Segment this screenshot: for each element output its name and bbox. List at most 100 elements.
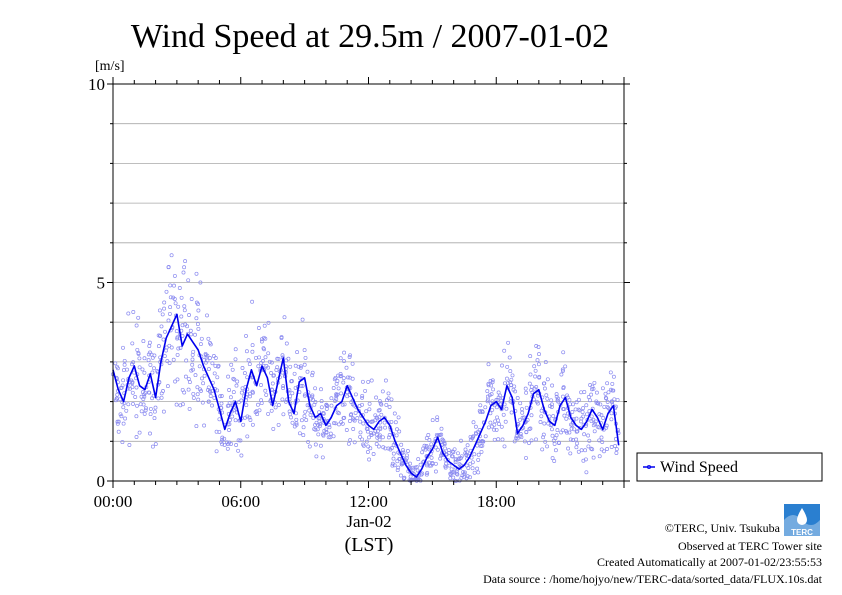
data-point xyxy=(556,396,560,401)
data-point xyxy=(250,389,255,394)
data-point xyxy=(215,375,220,380)
data-point xyxy=(537,352,541,357)
data-point xyxy=(271,373,276,378)
data-point xyxy=(213,356,218,360)
data-point xyxy=(429,455,434,460)
data-point xyxy=(365,427,370,432)
data-point xyxy=(160,312,165,317)
data-point xyxy=(276,403,281,407)
series-line-wind-speed xyxy=(112,313,620,478)
data-point xyxy=(384,402,389,407)
data-point xyxy=(172,273,177,278)
data-point xyxy=(581,414,586,419)
data-point xyxy=(606,405,611,410)
data-point xyxy=(121,405,126,410)
data-point xyxy=(152,416,157,421)
data-point xyxy=(314,454,319,459)
data-point xyxy=(480,443,485,448)
data-point xyxy=(424,472,429,477)
data-point xyxy=(502,381,507,386)
data-point xyxy=(273,405,278,410)
data-point xyxy=(276,422,281,427)
data-point xyxy=(500,437,505,442)
data-point xyxy=(342,402,347,407)
data-point xyxy=(130,341,135,346)
data-point xyxy=(427,463,432,468)
data-point xyxy=(529,438,534,443)
data-point xyxy=(261,359,265,363)
data-point xyxy=(579,390,584,395)
data-point xyxy=(302,393,307,398)
data-point xyxy=(336,386,341,391)
data-point xyxy=(496,418,501,423)
data-point xyxy=(602,404,607,409)
data-point xyxy=(247,362,252,367)
data-point xyxy=(506,380,510,385)
data-point xyxy=(140,390,145,395)
data-point xyxy=(324,406,329,411)
data-point xyxy=(341,376,346,381)
data-point xyxy=(228,395,233,400)
data-point xyxy=(240,386,245,391)
data-point xyxy=(425,471,430,475)
data-point xyxy=(210,361,215,366)
data-point xyxy=(286,356,291,361)
data-point xyxy=(542,421,547,426)
data-point xyxy=(307,408,312,413)
data-point xyxy=(550,456,555,461)
data-point xyxy=(124,408,129,413)
data-point xyxy=(121,378,126,383)
data-point xyxy=(382,420,387,425)
data-point xyxy=(407,478,412,483)
data-point xyxy=(259,401,264,406)
data-point xyxy=(146,352,151,357)
data-point xyxy=(605,447,610,451)
data-point xyxy=(194,271,199,276)
data-point xyxy=(263,336,268,341)
data-point xyxy=(508,369,513,374)
data-point xyxy=(488,420,493,425)
credit-observed: Observed at TERC Tower site xyxy=(678,539,822,553)
data-point xyxy=(208,394,213,398)
data-point xyxy=(122,358,127,363)
data-point xyxy=(366,379,371,384)
data-point xyxy=(327,425,332,430)
data-point xyxy=(201,381,206,386)
data-point xyxy=(162,300,167,305)
data-point xyxy=(552,441,557,446)
data-point xyxy=(388,447,393,452)
data-point xyxy=(453,460,458,465)
data-point xyxy=(126,311,131,316)
data-point xyxy=(342,359,346,364)
data-point xyxy=(253,355,258,360)
data-point xyxy=(574,400,579,405)
data-point xyxy=(206,388,210,392)
data-point xyxy=(358,434,363,439)
data-point xyxy=(302,414,307,419)
data-point xyxy=(347,419,352,423)
data-point xyxy=(329,396,334,401)
data-point xyxy=(180,323,185,328)
data-point xyxy=(386,435,391,440)
data-point xyxy=(161,409,166,414)
data-point xyxy=(290,420,295,425)
data-point xyxy=(422,443,427,448)
data-point xyxy=(196,308,201,313)
data-point xyxy=(360,393,365,398)
data-point xyxy=(390,463,395,468)
data-point xyxy=(465,450,470,455)
data-point xyxy=(288,364,293,369)
data-point xyxy=(256,364,261,369)
data-point xyxy=(161,337,166,342)
data-point xyxy=(198,342,203,347)
data-point xyxy=(165,384,170,389)
data-point xyxy=(490,399,495,404)
data-point xyxy=(476,457,481,462)
data-point xyxy=(186,278,191,283)
data-point xyxy=(594,390,599,395)
data-point xyxy=(236,448,241,453)
data-point xyxy=(383,378,388,383)
data-point xyxy=(430,461,435,466)
data-point xyxy=(190,367,195,372)
data-point xyxy=(555,428,560,433)
